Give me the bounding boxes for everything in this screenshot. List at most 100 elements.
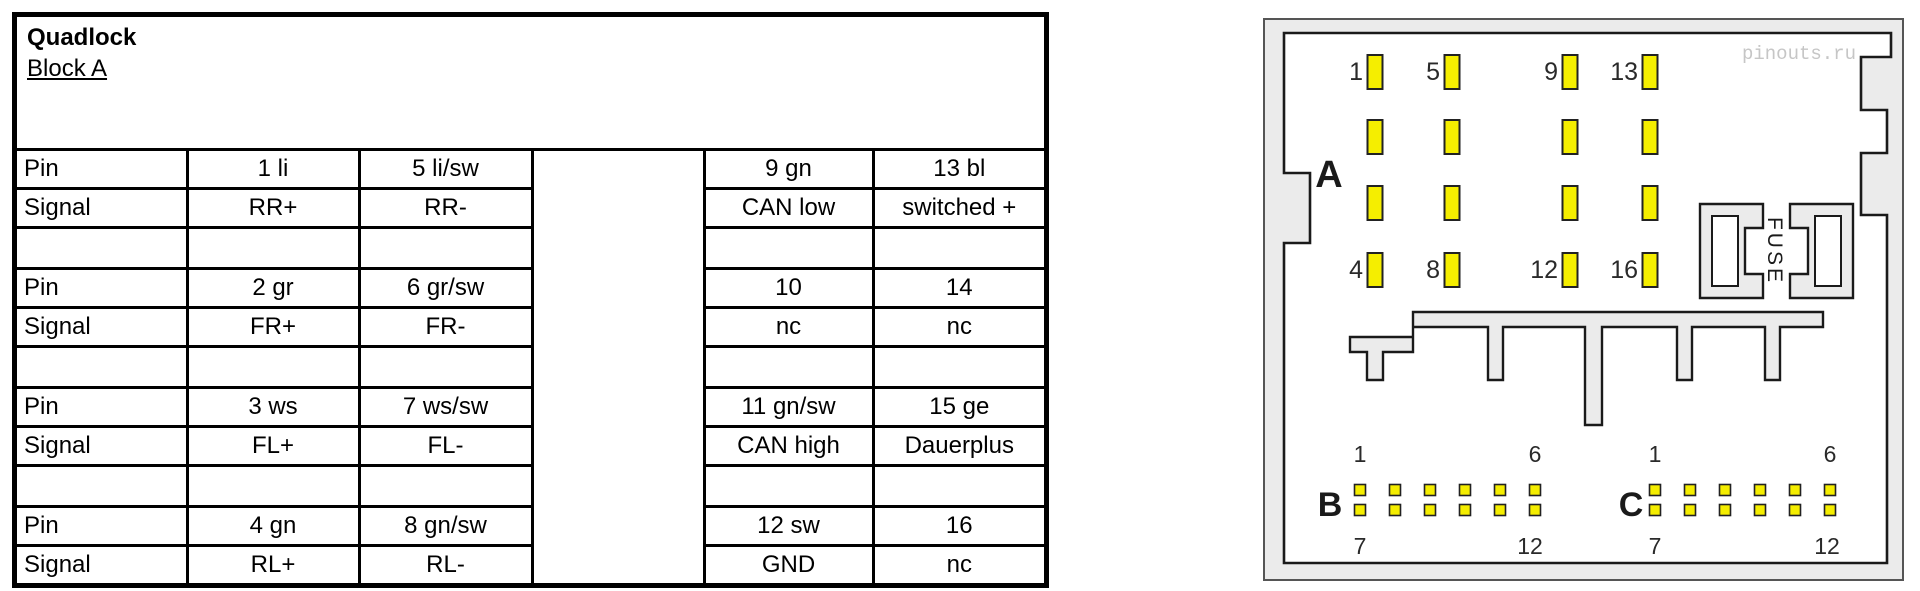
table-cell: RR-: [357, 187, 534, 229]
pin: [1718, 483, 1732, 497]
table-cell: RL+: [185, 544, 361, 586]
keying-comb: [1348, 310, 1825, 427]
table-cell: CAN low: [702, 187, 875, 229]
pin: [1366, 54, 1384, 90]
connector-cavity: [1282, 31, 1893, 565]
table-cell: Pin: [13, 267, 189, 309]
table-cell: 5 li/sw: [357, 148, 534, 190]
pin-number-label: 1: [1349, 58, 1363, 86]
pin: [1753, 483, 1767, 497]
fuse-label: FUSE: [1763, 217, 1786, 285]
table-cell: 3 ws: [185, 386, 361, 428]
pin-number-label: 1: [1354, 441, 1367, 467]
pin: [1561, 119, 1579, 155]
block-a-pins: [1366, 54, 1659, 288]
pin: [1648, 483, 1662, 497]
table-cell-empty: [13, 226, 189, 270]
table-row: Signal FR+ FR- nc nc: [13, 306, 1048, 348]
table-cell: FL+: [185, 425, 361, 467]
table-cell: 2 gr: [185, 267, 361, 309]
pin: [1823, 483, 1837, 497]
table-row-empty: [13, 464, 1048, 508]
table-cell: 16: [871, 505, 1048, 547]
pin: [1641, 54, 1659, 90]
table-cell: 1 li: [185, 148, 361, 190]
pin-number-label: 12: [1517, 533, 1543, 559]
pin: [1561, 54, 1579, 90]
table-cell-empty: [13, 464, 189, 508]
table-cell-empty: [185, 464, 361, 508]
pin-number-label: 6: [1529, 441, 1542, 467]
table-cell: Signal: [13, 306, 189, 348]
block-b-letter: B: [1318, 486, 1343, 524]
table-cell-empty: [702, 226, 875, 270]
table-cell-empty: [871, 345, 1048, 389]
table-cell: FR-: [357, 306, 534, 348]
table-cell-empty: [185, 226, 361, 270]
pin-number-label: 16: [1610, 256, 1638, 284]
pin: [1683, 503, 1697, 517]
pin: [1388, 483, 1402, 497]
table-cell: CAN high: [702, 425, 875, 467]
table-title: Quadlock: [27, 24, 137, 51]
table-header-row: Quadlock Block A: [13, 13, 1048, 151]
table-row: Signal RR+ RR- CAN low switched +: [13, 187, 1048, 229]
pin: [1443, 54, 1461, 90]
table-cell-empty: [185, 345, 361, 389]
pin: [1366, 185, 1384, 221]
pin: [1443, 252, 1461, 288]
pin: [1366, 252, 1384, 288]
table-cell-empty: [871, 464, 1048, 508]
table-cell: Pin: [13, 386, 189, 428]
table-cell-empty: [357, 345, 534, 389]
pin: [1561, 252, 1579, 288]
table-cell: 10: [702, 267, 875, 309]
pin: [1648, 503, 1662, 517]
pin-number-label: 1: [1649, 441, 1662, 467]
pin: [1388, 503, 1402, 517]
fuse-slot-right: [1814, 215, 1842, 287]
pin-number-label: 7: [1354, 533, 1367, 559]
block-a-letter: A: [1315, 154, 1342, 196]
pin-number-label: 12: [1814, 533, 1840, 559]
pin-number-label: 9: [1544, 58, 1558, 86]
table-cell: 9 gn: [702, 148, 875, 190]
pin-number-label: 12: [1530, 256, 1558, 284]
pin: [1823, 503, 1837, 517]
pin: [1366, 119, 1384, 155]
pin-number-label: 4: [1349, 256, 1363, 284]
table-cell-empty: [357, 464, 534, 508]
quadlock-connector-diagram: pinouts.ru A 1 5 9 13 4 8 12 16 FUSE B 1…: [1263, 18, 1904, 581]
pin-number-label: 5: [1426, 58, 1440, 86]
table-cell-empty: [357, 226, 534, 270]
table-cell: Pin: [13, 505, 189, 547]
pin: [1641, 252, 1659, 288]
table-row: Pin 1 li 5 li/sw 9 gn 13 bl: [13, 148, 1048, 587]
pin: [1528, 483, 1542, 497]
pin: [1353, 503, 1367, 517]
pin: [1443, 119, 1461, 155]
pin-number-label: 8: [1426, 256, 1440, 284]
block-b-pins: [1353, 483, 1542, 517]
table-cell: 14: [871, 267, 1048, 309]
pin: [1493, 483, 1507, 497]
table-cell: 6 gr/sw: [357, 267, 534, 309]
table-cell-empty: [702, 464, 875, 508]
table-cell: nc: [871, 306, 1048, 348]
pin: [1353, 483, 1367, 497]
pin: [1718, 503, 1732, 517]
pin: [1423, 483, 1437, 497]
watermark-text: pinouts.ru: [1742, 43, 1856, 65]
table-cell: nc: [702, 306, 875, 348]
table-cell-empty: [702, 345, 875, 389]
table-cell: 7 ws/sw: [357, 386, 534, 428]
pinout-table: Quadlock Block A Pin 1 li 5 li/sw 9 gn 1…: [11, 12, 1050, 588]
table-subtitle: Block A: [27, 55, 108, 82]
table-cell: Signal: [13, 425, 189, 467]
block-c-pins: [1648, 483, 1837, 517]
table-row: Pin 2 gr 6 gr/sw 10 14: [13, 267, 1048, 309]
table-gap-cell: [530, 148, 706, 587]
table-cell: Signal: [13, 544, 189, 586]
pin-number-label: 7: [1649, 533, 1662, 559]
table-row: Pin 3 ws 7 ws/sw 11 gn/sw 15 ge: [13, 386, 1048, 428]
